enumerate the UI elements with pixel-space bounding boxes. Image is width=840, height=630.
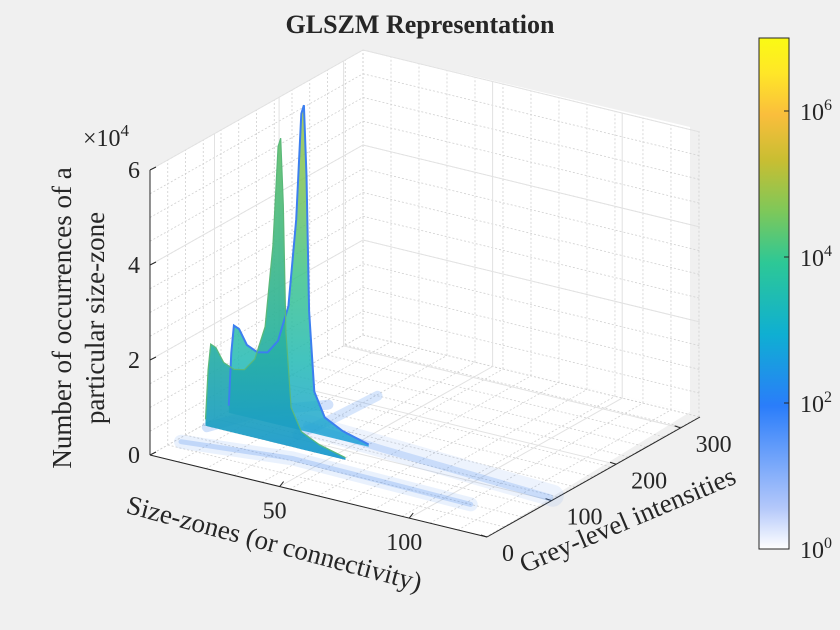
colorbar-tick-label: 102 bbox=[800, 389, 832, 418]
ridge-crest-front bbox=[204, 138, 346, 459]
tick-labels: 0 2 4 6 50 100 0 100 200 300 bbox=[128, 158, 732, 567]
z-tick-label: 0 bbox=[128, 443, 140, 469]
ridge-crest bbox=[227, 104, 370, 446]
grid-line bbox=[149, 215, 364, 337]
grid-line bbox=[261, 361, 476, 483]
colorbar-ticks: 100 102 104 106 bbox=[784, 97, 832, 564]
z-tick-label: 4 bbox=[128, 253, 140, 279]
y-tick-mark bbox=[609, 461, 617, 465]
chart-title: GLSZM Representation bbox=[286, 10, 555, 39]
grid-line bbox=[362, 287, 701, 370]
grid-line bbox=[429, 402, 644, 524]
grid-line bbox=[291, 374, 630, 458]
z-tick-mark bbox=[149, 451, 157, 456]
grid-line bbox=[373, 389, 588, 510]
grid-line bbox=[362, 263, 701, 347]
grid-line bbox=[177, 341, 392, 463]
z-tick-label: 6 bbox=[128, 158, 140, 184]
grid-line bbox=[149, 287, 364, 408]
y-tick-label: 100 bbox=[567, 505, 603, 531]
grid-line bbox=[149, 168, 364, 290]
floor-spread-front-core bbox=[178, 439, 474, 507]
grid-line bbox=[317, 375, 532, 497]
grid-line bbox=[233, 355, 448, 476]
y-tick-mark bbox=[480, 534, 488, 538]
z-multiplier-exponent: 4 bbox=[121, 121, 130, 140]
x-tick-mark bbox=[279, 481, 285, 487]
major-grid-line bbox=[149, 144, 701, 266]
z-axis-label-line2: particular size-zone bbox=[80, 212, 110, 424]
y-tick-label: 0 bbox=[502, 541, 514, 567]
grid-line bbox=[362, 310, 701, 394]
y-tick-label: 200 bbox=[631, 468, 667, 494]
colorbar bbox=[758, 37, 790, 550]
x-tick-label: 50 bbox=[263, 499, 287, 525]
grid-line bbox=[362, 215, 701, 299]
major-grid-line bbox=[343, 60, 681, 429]
surface bbox=[174, 104, 564, 512]
grid-line bbox=[149, 334, 364, 456]
y-tick-label: 300 bbox=[696, 432, 732, 458]
z-multiplier: ×104 bbox=[83, 121, 130, 152]
back-wall-right bbox=[363, 50, 690, 412]
z-axis-label-line1: Number of occurrences of a bbox=[47, 167, 77, 468]
grid-line bbox=[401, 395, 616, 517]
grid-line bbox=[149, 263, 364, 385]
x-tick-label: 100 bbox=[386, 530, 422, 556]
grid-line bbox=[362, 168, 701, 252]
major-grid-line bbox=[408, 113, 623, 519]
z-tick-mark bbox=[149, 261, 157, 266]
colorbar-tick-label: 100 bbox=[800, 535, 832, 564]
z-tick-mark bbox=[149, 356, 157, 361]
y-tick-mark bbox=[545, 498, 552, 502]
grid-line bbox=[362, 192, 701, 275]
grid-line bbox=[485, 416, 700, 538]
axes bbox=[149, 166, 701, 538]
colorbar-tick-label: 104 bbox=[800, 243, 832, 272]
x-tick-mark bbox=[408, 512, 414, 519]
z-multiplier-base: ×10 bbox=[83, 126, 121, 152]
grid-line bbox=[205, 348, 420, 469]
y-tick-mark bbox=[674, 425, 681, 429]
z-tick-mark bbox=[149, 166, 157, 171]
grid-line bbox=[345, 382, 560, 504]
grid-line bbox=[309, 364, 647, 448]
y-axis-line bbox=[486, 416, 701, 538]
grid-line bbox=[274, 384, 612, 468]
major-grid-line bbox=[149, 239, 701, 361]
grid-line bbox=[289, 368, 504, 490]
colorbar-tick-label: 106 bbox=[800, 97, 832, 126]
grid-line bbox=[362, 334, 701, 418]
ridge-front-face bbox=[205, 138, 346, 460]
grid-line bbox=[149, 192, 364, 313]
z-tick-label: 2 bbox=[128, 348, 140, 374]
grid-line bbox=[149, 310, 364, 432]
major-grid-line bbox=[279, 81, 494, 487]
floor-spread-front bbox=[174, 434, 478, 512]
major-grid-line bbox=[149, 49, 701, 171]
grid-line bbox=[457, 409, 672, 531]
x-axis-line bbox=[149, 454, 488, 538]
